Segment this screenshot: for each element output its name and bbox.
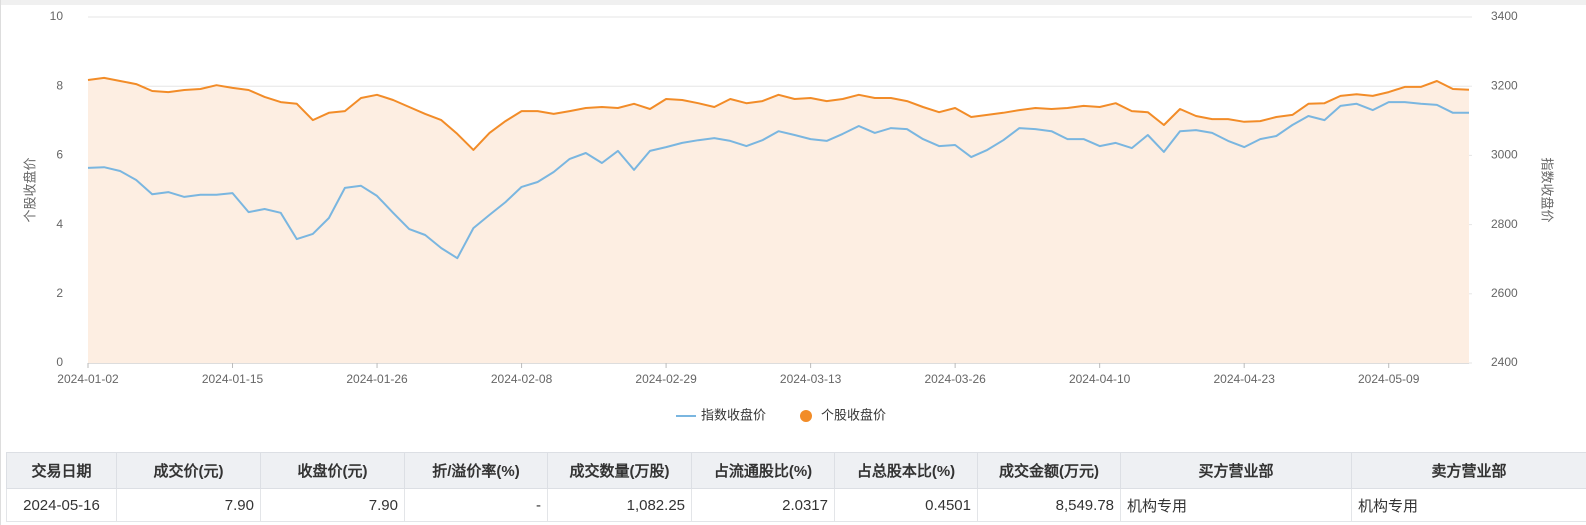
x-tick-label: 2024-04-23 bbox=[1213, 372, 1275, 386]
header-cell: 买方营业部 bbox=[1120, 452, 1352, 489]
cell: 1,082.25 bbox=[547, 488, 692, 522]
x-tick-label: 2024-01-26 bbox=[346, 372, 408, 386]
header-cell: 卖方营业部 bbox=[1351, 452, 1586, 489]
x-tick-label: 2024-03-26 bbox=[924, 372, 986, 386]
cell: 机构专用 bbox=[1120, 488, 1352, 522]
x-tick-label: 2024-03-13 bbox=[780, 372, 842, 386]
top-bar bbox=[1, 0, 1586, 5]
line bbox=[87, 101, 1469, 260]
y2-tick-label: 2600 bbox=[1491, 286, 1518, 300]
y-axis-title: 个股收盘价 bbox=[22, 157, 37, 222]
y2-tick-label: 3400 bbox=[1491, 9, 1518, 23]
header-cell: 成交金额(万元) bbox=[977, 452, 1121, 489]
x-tick-label: 2024-02-08 bbox=[491, 372, 553, 386]
cell: 7.90 bbox=[260, 488, 405, 522]
x-tick-label: 2024-04-10 bbox=[1069, 372, 1131, 386]
y2-tick-label: 2800 bbox=[1491, 217, 1518, 231]
x-tick-label: 2024-02-29 bbox=[635, 372, 697, 386]
y-tick-label: 2 bbox=[56, 286, 63, 300]
cell: 2024-05-16 bbox=[6, 488, 117, 522]
area bbox=[88, 77, 1469, 364]
data-row: 2024-05-16 7.90 7.90 - 1,082.25 2.0317 0… bbox=[6, 488, 1586, 522]
header-cell: 占流通股比(%) bbox=[691, 452, 835, 489]
y-tick-label: 6 bbox=[56, 148, 63, 162]
cell: - bbox=[404, 488, 548, 522]
trade-table: 交易日期 成交价(元) 收盘价(元) 折/溢价率(%) 成交数量(万股) 占流通… bbox=[6, 452, 1586, 522]
header-cell: 收盘价(元) bbox=[260, 452, 405, 489]
line bbox=[87, 76, 1470, 151]
header-cell: 成交数量(万股) bbox=[547, 452, 692, 489]
x-tick-label: 2024-05-09 bbox=[1358, 372, 1420, 386]
x-tick-label: 2024-01-02 bbox=[57, 372, 119, 386]
cell: 机构专用 bbox=[1351, 488, 1586, 522]
y2-tick-label: 2400 bbox=[1491, 355, 1518, 369]
y-tick-label: 10 bbox=[50, 9, 64, 23]
header-cell: 交易日期 bbox=[6, 452, 117, 489]
y2-tick-label: 3000 bbox=[1491, 148, 1518, 162]
legend-symbol bbox=[800, 410, 812, 422]
cell: 2.0317 bbox=[691, 488, 835, 522]
header-cell: 成交价(元) bbox=[116, 452, 261, 489]
cell: 8,549.78 bbox=[977, 488, 1121, 522]
legend-label: 指数收盘价 bbox=[701, 407, 766, 422]
x-tick-label: 2024-01-15 bbox=[202, 372, 264, 386]
y2-tick-label: 3200 bbox=[1491, 78, 1518, 92]
y-tick-label: 0 bbox=[56, 355, 63, 369]
y-tick-label: 8 bbox=[56, 78, 63, 92]
header-row: 交易日期 成交价(元) 收盘价(元) 折/溢价率(%) 成交数量(万股) 占流通… bbox=[6, 452, 1586, 489]
cell: 0.4501 bbox=[834, 488, 978, 522]
header-cell: 占总股本比(%) bbox=[834, 452, 978, 489]
header-cell: 折/溢价率(%) bbox=[404, 452, 548, 489]
cell: 7.90 bbox=[116, 488, 261, 522]
y2-axis-title: 指数收盘价 bbox=[1540, 157, 1555, 222]
y-tick-label: 4 bbox=[56, 217, 63, 231]
legend-label: 个股收盘价 bbox=[821, 407, 886, 422]
